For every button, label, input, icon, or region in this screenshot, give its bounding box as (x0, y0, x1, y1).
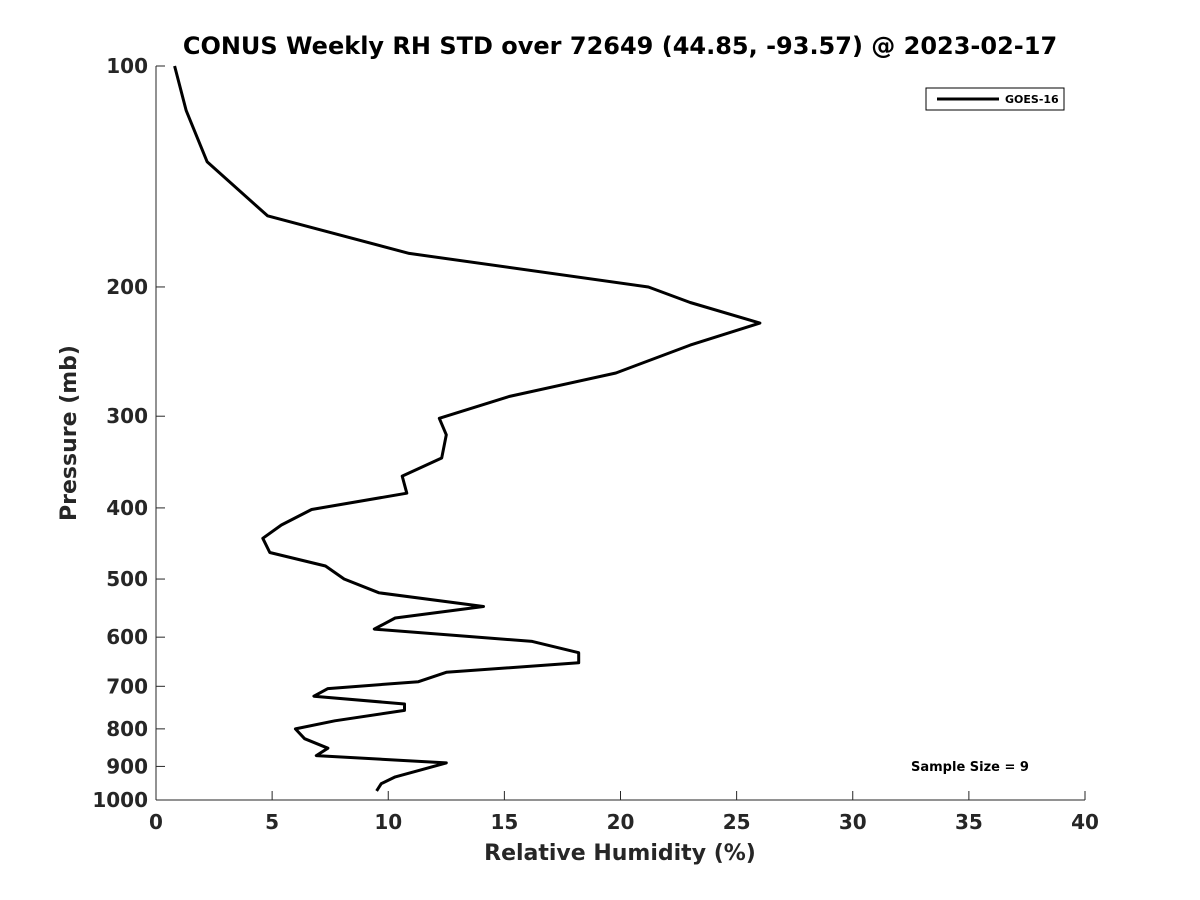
x-tick-label: 40 (1071, 810, 1099, 834)
y-tick-label: 400 (106, 496, 148, 520)
y-axis-label: Pressure (mb) (57, 345, 82, 521)
plot-area (155, 66, 1085, 801)
x-tick-label: 5 (265, 810, 279, 834)
series-layer (173, 65, 762, 792)
x-ticks: 0 5 10 15 20 25 30 35 40 (149, 791, 1099, 834)
chart-title: CONUS Weekly RH STD over 72649 (44.85, -… (183, 32, 1057, 60)
y-tick-label: 1000 (92, 788, 148, 812)
x-tick-label: 10 (374, 810, 402, 834)
legend-label-goes-16: GOES-16 (1005, 93, 1059, 106)
y-tick-label: 600 (106, 625, 148, 649)
legend: GOES-16 (925, 87, 1065, 111)
y-tick-label: 900 (106, 754, 148, 778)
y-tick-label: 500 (106, 567, 148, 591)
y-tick-label: 200 (106, 275, 148, 299)
y-tick-label: 700 (106, 674, 148, 698)
x-tick-label: 35 (955, 810, 983, 834)
x-tick-label: 30 (839, 810, 867, 834)
y-tick-label: 100 (106, 54, 148, 78)
y-tick-label: 800 (106, 717, 148, 741)
series-line-goes-16 (173, 65, 762, 792)
x-tick-label: 20 (607, 810, 635, 834)
x-tick-label: 0 (149, 810, 163, 834)
x-tick-label: 25 (723, 810, 751, 834)
y-tick-label: 300 (106, 404, 148, 428)
x-axis-label: Relative Humidity (%) (484, 841, 756, 866)
sample-size-annotation: Sample Size = 9 (911, 760, 1029, 775)
x-tick-label: 15 (490, 810, 518, 834)
y-ticks: 100 200 300 400 500 600 700 800 900 1000 (92, 54, 165, 812)
